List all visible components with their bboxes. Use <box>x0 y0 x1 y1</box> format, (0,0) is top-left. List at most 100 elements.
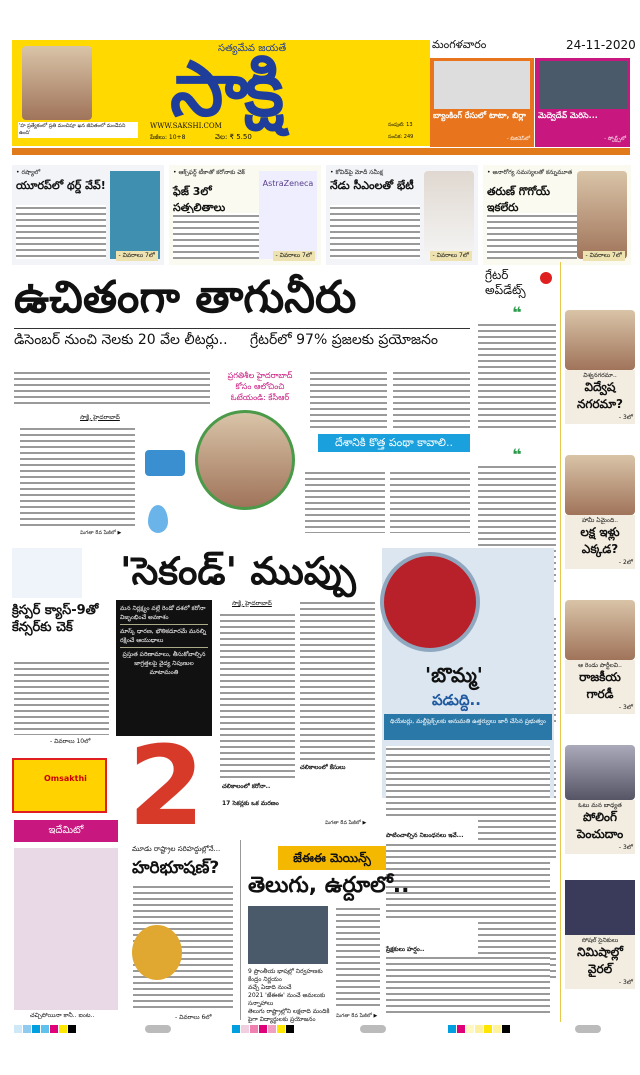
update-item[interactable]: ఆ రెండు పార్టీలవి.. రాజకీయ గారడీ - 3లో <box>565 600 635 714</box>
brief-kicker: • ఆక్స్‌ఫర్డ్ టీకాతో కరోనాకు చెక్ <box>173 169 245 176</box>
water-drop-icon <box>148 505 168 533</box>
pullquote-line: ఓటేయండి: కేసీఆర్ <box>230 393 290 402</box>
update-photo <box>565 310 635 370</box>
brief-page: - వివరాలు 7లో <box>115 251 158 261</box>
brief-kicker: • రష్యాలో <box>16 169 41 176</box>
brief-headline: నేడు సీఎంలతో భేటీ <box>330 179 414 192</box>
teaser-headline: మెద్వెదేవ్ మెరిసె... <box>538 111 598 120</box>
column-rule <box>240 840 241 1020</box>
pullquote-line: కోసం ఆలోచించి <box>235 382 285 391</box>
volume: సంపుటి: 13 <box>388 122 413 128</box>
registration-mark <box>360 1025 386 1033</box>
cinema-deck: థియేటర్లు, మల్టీప్లెక్స్‌లకు అనుమతి ఉత్త… <box>384 714 552 740</box>
teaser-image <box>434 61 530 109</box>
exam-computer-image <box>248 906 328 964</box>
teaser-image <box>539 61 627 109</box>
cinema-body-2 <box>386 955 550 1015</box>
logo: సాక్షి <box>170 44 284 133</box>
brief-europe[interactable]: • రష్యాలో యూరప్‌లో థర్డ్ వేవ్! - వివరాలు… <box>12 165 164 265</box>
quote-icon: ❝ <box>512 303 522 322</box>
column-rule <box>560 262 561 1022</box>
cartoon-title: ఇదేమిటో <box>14 820 118 842</box>
haribhushan-page: - వివరాలు 6లో <box>175 1014 212 1021</box>
quote-icon: ❝ <box>512 445 522 464</box>
modi-photo <box>424 171 474 259</box>
cartoon-image <box>14 848 118 1010</box>
website: WWW.SAKSHI.COM <box>150 122 222 130</box>
cinema-image <box>380 552 480 652</box>
vaccine-image: AstraZeneca <box>259 171 317 259</box>
dna-image <box>12 548 82 598</box>
masthead-photo <box>22 46 92 120</box>
splash-icon <box>540 272 552 284</box>
lead-headline[interactable]: ఉచితంగా తాగునీరు <box>14 272 357 323</box>
social-media-icons <box>565 880 635 935</box>
brief-astrazeneca[interactable]: • ఆక్స్‌ఫర్డ్ టీకాతో కరోనాకు చెక్ ఫేజ్ 3… <box>169 165 321 265</box>
lead-body <box>20 426 135 526</box>
cinema-box1: పాటించాల్సిన నిబంధనలు ఇవే... <box>386 832 464 839</box>
lead-continued[interactable]: మిగతా 8వ పేజీలో ▶ <box>80 530 122 536</box>
brief-page: - వివరాలు 7లో <box>582 251 625 261</box>
update-photo <box>565 600 635 660</box>
brief-body <box>16 205 106 259</box>
bullet-item: వచ్చే ఏడాది నుంచే <box>248 984 292 991</box>
cinema-headline[interactable]: 'బొమ్మ' <box>425 663 483 687</box>
jee-headline[interactable]: తెలుగు, ఉర్దూలో.. <box>248 873 410 898</box>
cinema-subheadline: పడుద్ది.. <box>432 691 481 709</box>
brief-body <box>330 205 420 259</box>
teaser-tata[interactable]: బ్యాంకింగ్ రేసులో టాటా, బిర్లా - బిజినెస… <box>430 58 534 147</box>
second-stat: 17 సెకన్లకు ఒక మరణం <box>222 800 279 807</box>
second-continued[interactable]: మిగతా 8వ పేజీలో ▶ <box>325 820 367 826</box>
virus-image <box>110 171 160 259</box>
brief-gogoi[interactable]: • అనారోగ్య సమస్యలతో కన్నుమూత తరుణ్ గొగోయ… <box>483 165 631 265</box>
second-subhead: చలికాలంలో కేసులు <box>300 764 346 771</box>
kcr-photo <box>195 410 295 510</box>
second-wave-box: మన నిర్లక్ష్యం వల్లే రెండో దశలో కరోనా వి… <box>116 600 212 736</box>
omsakthi-ad[interactable]: Omsakthi <box>12 758 107 813</box>
update-item[interactable]: విశ్వనగరమా.. విద్వేష నగరమా? - 3లో <box>565 310 635 424</box>
brief-body <box>173 213 263 259</box>
price: వెల: ₹ 5.50 <box>215 133 252 141</box>
big-two: 2 <box>128 722 205 850</box>
masthead-quote: 'హ ప్రత్యేకంలో ప్రతి మంచిపూ ఖన జీవితంలో … <box>18 122 138 138</box>
day: మంగళవారం <box>432 38 487 51</box>
update-item[interactable]: ఓటు మన బాధ్యత పోలింగ్ పెంచుదాం - 3లో <box>565 745 635 854</box>
updates-title: గ్రేటర్ అప్‌డేట్స్ <box>485 268 526 297</box>
lead-intro <box>14 370 210 406</box>
crispr-headline[interactable]: క్రిస్పర్ క్యాస్-9తో కేన్సర్‌కు చెక్ <box>12 603 99 635</box>
brief-page: - వివరాలు 7లో <box>272 251 315 261</box>
registration-mark <box>145 1025 171 1033</box>
jee-bullets: 9 ప్రాంతీయ భాషల్లో నిర్వహణకు కేంద్రం నిర… <box>248 968 333 1024</box>
haribhushan-headline[interactable]: హరిభూషణ్? <box>132 858 220 878</box>
update-item[interactable]: హామీ ఏమైంది.. లక్ష ఇళ్లు ఎక్కడ? - 2లో <box>565 455 635 569</box>
second-wave-headline[interactable]: 'సెకండ్' ముప్పు <box>120 549 356 593</box>
jee-body <box>336 906 380 1010</box>
jee-tag: జేఈఈ మెయిన్స్ <box>278 846 386 870</box>
update-photo <box>565 455 635 515</box>
brief-modi[interactable]: • కోవిడ్‌పై మోదీ సమీక్ష నేడు సీఎంలతో భేట… <box>326 165 478 265</box>
brief-headline: యూరప్‌లో థర్డ్ వేవ్! <box>16 179 106 192</box>
gunman-image <box>132 925 182 980</box>
second-subhead: చలికాలంలో కరోనా.. <box>222 783 271 790</box>
brief-headline: ఫేజ్ 3లో సత్ఫలితాలు <box>173 185 226 214</box>
second-body-2 <box>300 600 375 760</box>
gogoi-photo <box>577 171 627 259</box>
color-registration-bar <box>232 1025 294 1033</box>
teaser-headline: బ్యాంకింగ్ రేసులో టాటా, బిర్లా <box>433 111 526 120</box>
lead-subhead-left: డిసెంబర్ నుంచి నెలకు 20 వేల లీటర్లు.. <box>14 332 228 348</box>
date: 24-11-2020 <box>566 38 636 52</box>
brief-body <box>487 213 577 259</box>
update-item[interactable]: సోషల్ సైనికులు నిమిషాల్లో వైరల్ - 3లో <box>565 880 635 989</box>
pullquote-line: ప్రగతిశీల హైదరాబాద్ <box>227 371 293 380</box>
jee-continued[interactable]: మిగతా 8వ పేజీలో ▶ <box>336 1013 378 1019</box>
cartoon-caption: చచ్చిపోయినా కానీ.. ఐంట.. <box>30 1012 95 1019</box>
box-heading: దేశానికి కొత్త పంథా కావాలి.. <box>318 434 470 452</box>
brief-kicker: • కోవిడ్‌పై మోదీ సమీక్ష <box>330 169 383 176</box>
cinema-box2: ప్రేక్షకులు హర్షం.. <box>386 946 425 953</box>
teaser-medvedev[interactable]: మెద్వెదేవ్ మెరిసె... - స్పోర్ట్స్‌లో <box>535 58 630 147</box>
lead-dateline: సాక్షి, హైదరాబాద్ <box>80 414 120 421</box>
teaser-byline: - స్పోర్ట్స్‌లో <box>604 136 626 142</box>
editions-strip <box>12 148 630 155</box>
motto: సత్యమేవ జయతే <box>218 43 287 54</box>
lead-col3 <box>305 470 470 535</box>
